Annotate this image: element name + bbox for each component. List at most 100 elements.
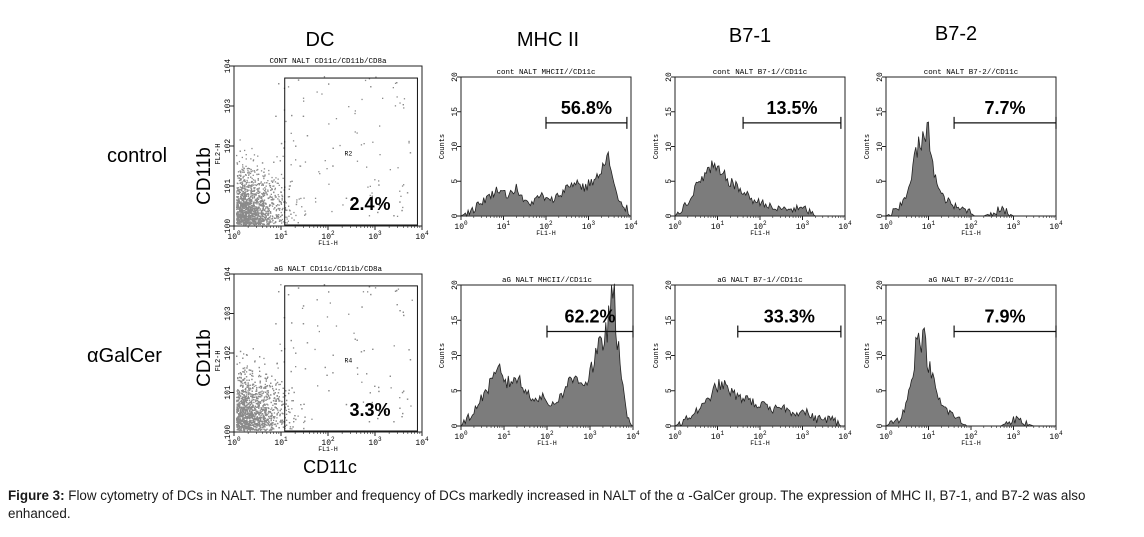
event-dot [262, 212, 264, 214]
event-dot [264, 422, 266, 424]
event-dot [258, 404, 260, 407]
event-dot [245, 410, 248, 412]
event-dot [241, 203, 243, 205]
event-dot [242, 216, 244, 218]
event-dot [249, 207, 251, 209]
event-dot [247, 215, 249, 218]
event-dot [303, 403, 305, 405]
event-dot [265, 395, 267, 397]
event-dot [293, 219, 295, 221]
event-dot [269, 204, 271, 206]
event-dot [270, 423, 272, 425]
event-dot [265, 409, 267, 411]
event-dot [265, 421, 267, 423]
event-dot [238, 373, 240, 375]
event-dot [238, 393, 240, 396]
event-dot [258, 222, 260, 224]
event-dot [319, 173, 321, 175]
event-dot [284, 208, 287, 210]
event-dot [239, 379, 241, 382]
event-dot [291, 408, 293, 410]
event-dot [267, 391, 269, 394]
event-dot [248, 194, 250, 196]
event-dot [249, 429, 251, 431]
event-dot [242, 219, 244, 221]
event-dot [248, 408, 250, 410]
event-dot [278, 201, 281, 203]
panel-6-ytick-label-1: 5 [665, 388, 674, 393]
event-dot [262, 194, 264, 196]
event-dot [269, 216, 271, 218]
event-dot [377, 417, 379, 420]
panel-4-xtick-label-1: 101 [274, 436, 288, 448]
event-dot [263, 177, 265, 180]
event-dot [257, 179, 259, 181]
event-dot [245, 423, 247, 425]
panel-2-ytick-label-3: 15 [665, 107, 674, 117]
event-dot [252, 398, 255, 401]
event-dot [273, 222, 275, 225]
event-dot [242, 186, 244, 188]
event-dot [253, 415, 255, 418]
event-dot [266, 223, 268, 225]
event-dot [326, 374, 328, 376]
event-dot [267, 407, 269, 409]
event-dot [260, 396, 262, 398]
event-dot [255, 418, 257, 420]
event-dot [258, 188, 260, 190]
event-dot [240, 207, 242, 209]
event-dot [239, 208, 241, 210]
event-dot [253, 187, 255, 189]
event-dot [274, 416, 276, 418]
panel-4-percent: 3.3% [349, 400, 390, 420]
event-dot [255, 215, 257, 217]
event-dot [258, 209, 260, 211]
event-dot [242, 203, 244, 205]
event-dot [360, 144, 363, 146]
event-dot [240, 201, 242, 203]
event-dot [236, 196, 238, 198]
event-dot [265, 211, 267, 213]
event-dot [263, 410, 266, 412]
event-dot [248, 181, 250, 184]
event-dot [257, 211, 260, 213]
event-dot [268, 217, 270, 220]
event-dot [239, 394, 241, 397]
event-dot [239, 411, 242, 413]
event-dot [273, 185, 275, 187]
event-dot [250, 427, 252, 429]
event-dot [250, 222, 252, 225]
event-dot [242, 200, 245, 202]
event-dot [264, 417, 266, 419]
event-dot [263, 423, 265, 425]
event-dot [396, 96, 398, 98]
event-dot [255, 400, 257, 403]
event-dot [268, 425, 271, 427]
panel-6-ytick-label-0: 0 [665, 423, 674, 428]
event-dot [246, 419, 248, 421]
event-dot [237, 193, 240, 195]
event-dot [293, 421, 295, 423]
panel-4-ytick-label-1: 101 [224, 385, 233, 400]
event-dot [265, 408, 267, 410]
event-dot [372, 141, 374, 143]
event-dot [237, 409, 239, 412]
event-dot [247, 207, 250, 209]
event-dot [285, 202, 287, 204]
event-dot [268, 395, 270, 397]
event-dot [262, 392, 264, 394]
event-dot [250, 407, 253, 409]
event-dot [280, 202, 282, 204]
event-dot [244, 220, 246, 222]
event-dot [257, 214, 260, 216]
event-dot [275, 407, 277, 409]
event-dot [248, 203, 251, 206]
event-dot [378, 386, 380, 389]
event-dot [282, 413, 284, 415]
event-dot [259, 394, 262, 396]
event-dot [278, 291, 280, 293]
event-dot [290, 370, 292, 373]
event-dot [239, 410, 241, 412]
event-dot [253, 197, 255, 199]
event-dot [250, 200, 253, 202]
